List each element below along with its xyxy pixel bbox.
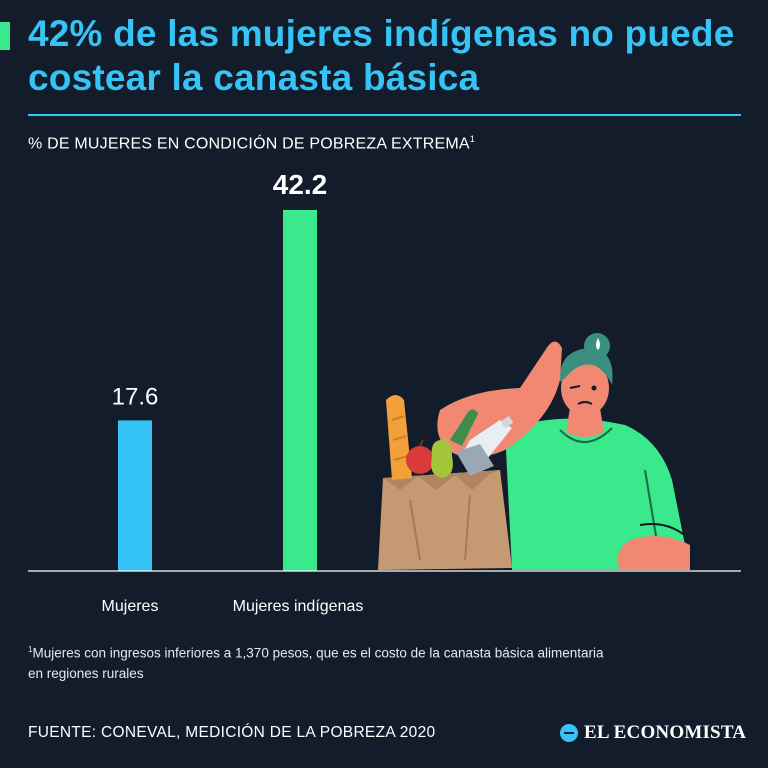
woman-grocery-illustration [378, 333, 691, 570]
neck-shape [566, 408, 604, 437]
footnote-mark: 1 [28, 645, 33, 654]
footnote-line-1: Mujeres con ingresos inferiores a 1,370 … [32, 645, 604, 661]
category-label-2: Mujeres indígenas [233, 598, 364, 615]
apple [406, 446, 434, 474]
sweat-drop-icon [596, 338, 600, 350]
resting-arm-edge [639, 523, 691, 541]
bar-2 [283, 209, 317, 571]
title-rule [28, 114, 741, 116]
category-label-1: Mujeres [102, 598, 159, 615]
apple-stem [419, 439, 424, 447]
baguette-scores [391, 415, 409, 461]
can [456, 444, 494, 476]
eye-closed [569, 385, 581, 389]
bar-1 [118, 420, 152, 571]
subtitle-footnote-mark: 1 [469, 134, 475, 144]
cucumber [450, 409, 478, 446]
grocery-bag [378, 470, 512, 570]
chart-subtitle: % DE MUJERES EN CONDICIÓN DE POBREZA EXT… [28, 134, 475, 153]
brand-name: EL ECONOMISTA [584, 722, 747, 743]
footnote-line-2: en regiones rurales [28, 665, 144, 681]
grocery-bag-fold [409, 494, 471, 561]
eye-open [591, 385, 597, 391]
bottle-cap [500, 415, 514, 429]
shirt-collar [559, 427, 613, 443]
brand-mark-icon [560, 724, 578, 742]
value-label-1: 17.6 [112, 383, 159, 410]
source-credit: FUENTE: CONEVAL, MEDICIÓN DE LA POBREZA … [28, 724, 436, 741]
bars-group: 17.6 Mujeres 42.2 Mujeres indígenas [102, 169, 364, 615]
footnote: 1Mujeres con ingresos inferiores a 1,370… [28, 640, 728, 684]
pear [431, 439, 453, 478]
page-title: 42% de las mujeres indígenas no puede co… [28, 13, 735, 98]
value-label-2: 42.2 [273, 169, 328, 200]
chart-subtitle-text: % DE MUJERES EN CONDICIÓN DE POBREZA EXT… [28, 135, 470, 153]
resting-arm [617, 536, 690, 570]
mouth [577, 401, 593, 405]
shirt-shape [505, 418, 690, 570]
brand-logo: EL ECONOMISTA [560, 722, 746, 744]
accent-square [0, 22, 10, 50]
head-shape [561, 360, 609, 416]
